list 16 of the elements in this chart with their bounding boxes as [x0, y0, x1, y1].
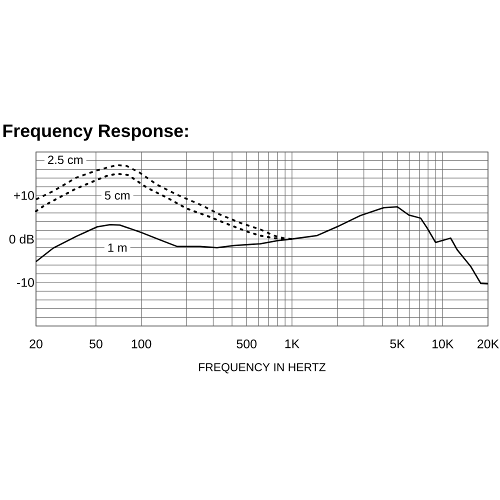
- series-label: 5 cm: [104, 191, 130, 200]
- x-tick-label: 20K: [478, 340, 499, 348]
- series-label: 2.5 cm: [48, 156, 83, 164]
- x-tick-label: 5K: [390, 340, 405, 348]
- chart-title: Frequency Response:: [3, 124, 188, 141]
- y-tick-label: -10: [17, 278, 34, 287]
- series-label: 1 m: [108, 244, 127, 252]
- x-tick-label: 100: [132, 340, 152, 348]
- y-tick-label: +10: [14, 191, 34, 200]
- x-axis-title: FREQUENCY IN HERTZ: [199, 363, 326, 374]
- x-tick-label: 20: [30, 340, 42, 348]
- y-tick-label: 0 dB: [9, 234, 34, 244]
- x-tick-label: 500: [236, 340, 257, 348]
- x-tick-label: 1K: [285, 340, 300, 348]
- x-tick-label: 10K: [432, 340, 454, 348]
- x-tick-label: 50: [90, 340, 102, 348]
